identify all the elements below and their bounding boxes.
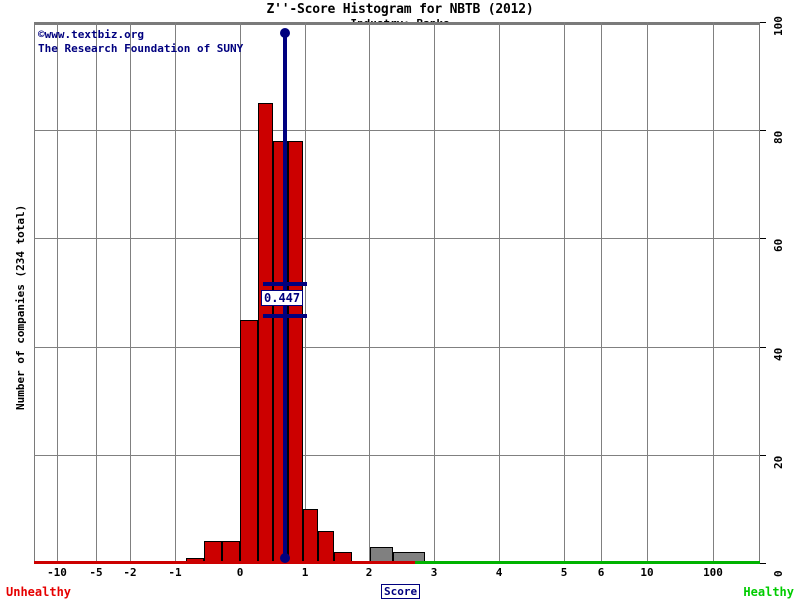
healthy-label: Healthy (743, 585, 794, 599)
x-tick-label: 6 (597, 566, 605, 579)
unhealthy-label: Unhealthy (6, 585, 72, 599)
x-tick-label: 4 (495, 566, 503, 579)
gridline-vertical (713, 22, 714, 563)
histogram-bar (288, 141, 303, 563)
marker-dot-bottom (280, 553, 290, 563)
gridline-vertical (240, 22, 241, 563)
gridline-horizontal (34, 455, 760, 456)
gridline-vertical (499, 22, 500, 563)
histogram-bar (222, 541, 240, 563)
zone-healthy-bar (415, 561, 760, 564)
credit-block: ©www.textbiz.org The Research Foundation… (38, 28, 243, 56)
gridline-vertical (369, 22, 370, 563)
gridline-vertical (175, 22, 176, 563)
marker-value-label: 0.447 (261, 290, 304, 306)
marker-dot-top (280, 28, 290, 38)
gridline-vertical (434, 22, 435, 563)
histogram-bar (318, 531, 334, 563)
zone-unhealthy-bar (34, 561, 415, 564)
gridline-vertical (647, 22, 648, 563)
y-tick-label: 80 (772, 130, 785, 144)
gridline-vertical (130, 22, 131, 563)
x-tick-label: 100 (703, 566, 723, 579)
y-tick-mark (760, 455, 766, 456)
credit-line-2: The Research Foundation of SUNY (38, 42, 244, 55)
x-axis-title: Score (381, 584, 421, 599)
y-tick-label: 60 (772, 238, 785, 252)
y-tick-label: 100 (772, 16, 785, 36)
y-tick-mark (760, 130, 766, 131)
x-tick-label: -1 (168, 566, 182, 579)
y-tick-mark (760, 238, 766, 239)
gridline-horizontal (34, 347, 760, 348)
y-axis-title: Number of companies (234 total) (14, 204, 27, 410)
histogram-bar (258, 103, 273, 563)
x-tick-label: 5 (560, 566, 568, 579)
histogram-bar (204, 541, 222, 563)
gridline-vertical (57, 22, 58, 563)
gridline-vertical (564, 22, 565, 563)
histogram-bar (240, 320, 258, 563)
y-tick-label: 40 (772, 347, 785, 361)
x-tick-label: 0 (236, 566, 244, 579)
x-tick-label: 10 (640, 566, 654, 579)
gridline-vertical (96, 22, 97, 563)
gridline-vertical (601, 22, 602, 563)
marker-whisker (263, 314, 307, 318)
credit-line-1: ©www.textbiz.org (38, 28, 144, 41)
gridline-horizontal (34, 238, 760, 239)
y-tick-label: 0 (772, 570, 785, 577)
x-tick-label: 2 (365, 566, 373, 579)
y-tick-label: 20 (772, 455, 785, 469)
y-tick-mark (760, 347, 766, 348)
x-tick-label: -5 (89, 566, 103, 579)
marker-whisker (263, 282, 307, 286)
gridline-vertical (305, 22, 306, 563)
gridline-horizontal (34, 130, 760, 131)
histogram-bar (303, 509, 318, 563)
chart-title: Z''-Score Histogram for NBTB (2012) (266, 2, 534, 17)
plot-area (34, 22, 760, 563)
x-tick-label: -10 (47, 566, 67, 579)
x-tick-label: 1 (301, 566, 309, 579)
y-tick-mark (760, 22, 766, 23)
x-tick-label: 3 (430, 566, 438, 579)
x-tick-label: -2 (123, 566, 137, 579)
y-tick-mark (760, 563, 766, 564)
